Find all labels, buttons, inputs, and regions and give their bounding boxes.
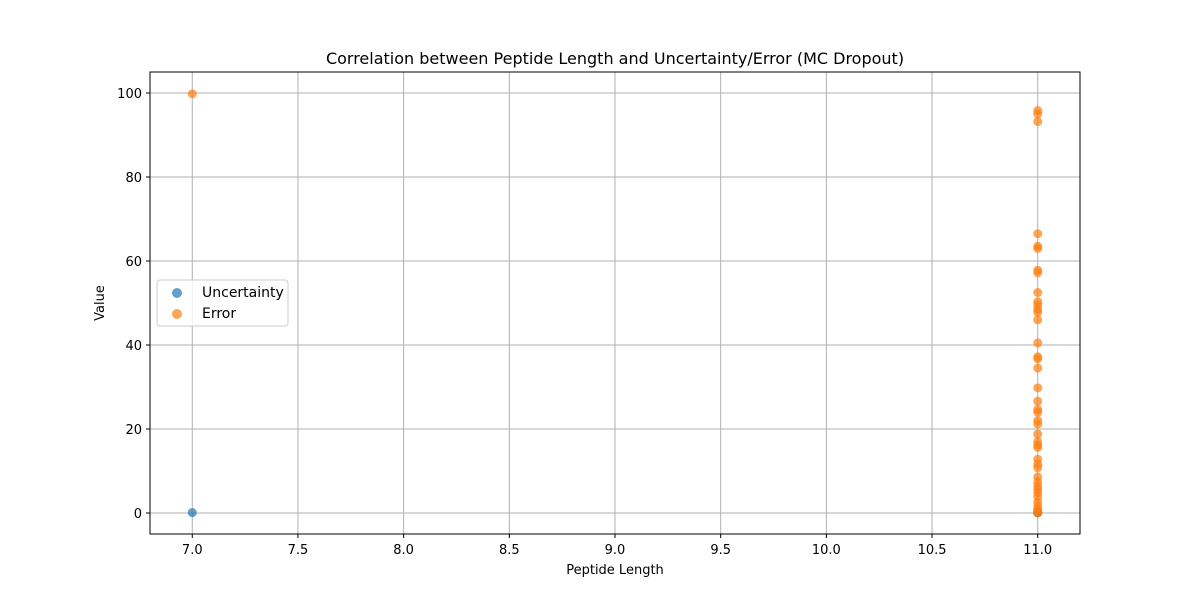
x-tick-label: 10.0 [812, 543, 841, 558]
y-tick-label: 0 [134, 507, 142, 522]
legend-box [156, 279, 289, 327]
y-tick-label: 20 [125, 423, 142, 438]
data-point-error [1033, 407, 1043, 417]
y-axis-label: Value [93, 285, 108, 321]
x-tick-label: 9.0 [605, 543, 626, 558]
grid [150, 72, 1080, 534]
y-tick-label: 80 [125, 171, 142, 186]
data-point-error [1033, 442, 1043, 452]
data-point-error [1033, 354, 1043, 364]
x-axis-label: Peptide Length [566, 563, 664, 578]
x-tick-label: 8.5 [499, 543, 520, 558]
x-tick-label: 11.0 [1023, 543, 1052, 558]
data-point-error [1033, 288, 1043, 297]
x-tick-label: 8.0 [393, 543, 414, 558]
legend-label-error: Error [202, 306, 236, 322]
data-point-error [1033, 463, 1043, 473]
data-point-error [1033, 268, 1043, 278]
data-point-error [1033, 429, 1043, 439]
data-point-error [1033, 243, 1043, 253]
legend-marker-error [172, 309, 182, 319]
data-point-error [1033, 338, 1043, 348]
chart-title: Correlation between Peptide Length and U… [326, 49, 904, 68]
data-point-error [1033, 508, 1043, 518]
legend-marker-uncertainty [172, 288, 182, 298]
data-point-error [1033, 363, 1043, 373]
x-tick-label: 7.0 [182, 543, 203, 558]
series-error [187, 89, 1043, 518]
legend-label-uncertainty: Uncertainty [202, 285, 284, 301]
x-tick-label: 9.5 [710, 543, 731, 558]
y-tick-label: 40 [125, 339, 142, 354]
y-tick-label: 60 [125, 255, 142, 270]
y-axis-ticks: 0 20 40 60 80 100 [117, 87, 150, 522]
data-point-error [1033, 315, 1043, 325]
legend: Uncertainty Error [156, 279, 289, 327]
x-tick-label: 10.5 [918, 543, 947, 558]
data-point-error [1033, 419, 1043, 429]
data-point-error [1033, 109, 1043, 119]
data-point-error [1033, 396, 1043, 406]
data-point-error [187, 89, 197, 99]
data-point-error [1033, 229, 1043, 239]
data-points [187, 89, 1043, 518]
data-point-error [1033, 383, 1043, 393]
data-point-uncertainty [187, 508, 197, 518]
y-tick-label: 100 [117, 87, 142, 102]
x-tick-label: 7.5 [288, 543, 309, 558]
data-point-error [1033, 117, 1043, 127]
data-point-error [1033, 307, 1043, 317]
x-axis-ticks: 7.0 7.5 8.0 8.5 9.0 9.5 10.0 10.5 11.0 [182, 534, 1052, 558]
